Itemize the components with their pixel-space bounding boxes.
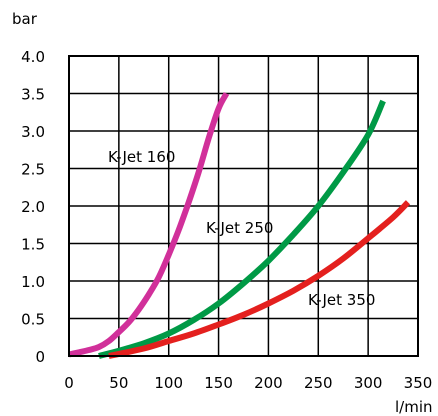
x-tick-label: 100 — [154, 374, 183, 392]
y-tick-label: 3.0 — [21, 123, 45, 141]
x-axis-unit-label: l/min — [395, 398, 433, 416]
x-tick-label: 200 — [254, 374, 283, 392]
y-tick-label: 3.5 — [21, 86, 45, 104]
y-tick-label: 1.5 — [21, 236, 45, 254]
grid-lines — [68, 55, 419, 357]
y-tick-label: 0.5 — [21, 311, 45, 329]
series-line-k-jet-250 — [98, 99, 386, 359]
x-tick-label: 0 — [64, 374, 74, 392]
x-tick-label: 250 — [304, 374, 333, 392]
x-tick-label: 350 — [404, 374, 433, 392]
series-label-k-jet-160: K-Jet 160 — [108, 148, 175, 166]
y-tick-label: 4.0 — [21, 48, 45, 66]
series-line-k-jet-160 — [68, 92, 230, 358]
y-axis-unit-label: bar — [12, 10, 38, 28]
series-line-k-jet-350 — [108, 200, 411, 359]
series-curves — [68, 92, 411, 359]
series-label-k-jet-250: K-Jet 250 — [206, 219, 273, 237]
y-tick-label: 1.0 — [21, 273, 45, 291]
x-tick-labels: 0 50 100 150 200 250 300 350 — [64, 374, 432, 392]
y-tick-label: 2.5 — [21, 161, 45, 179]
y-tick-label: 0 — [35, 348, 45, 366]
x-tick-label: 50 — [109, 374, 128, 392]
x-tick-label: 300 — [354, 374, 383, 392]
series-label-k-jet-350: K-Jet 350 — [308, 291, 375, 309]
plot-frame — [68, 55, 419, 357]
y-tick-label: 2.0 — [21, 198, 45, 216]
x-tick-label: 150 — [204, 374, 233, 392]
y-tick-labels: 0 0.5 1.0 1.5 2.0 2.5 3.0 3.5 4.0 — [21, 48, 45, 366]
